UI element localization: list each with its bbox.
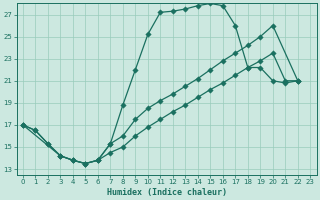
X-axis label: Humidex (Indice chaleur): Humidex (Indice chaleur) bbox=[107, 188, 227, 197]
